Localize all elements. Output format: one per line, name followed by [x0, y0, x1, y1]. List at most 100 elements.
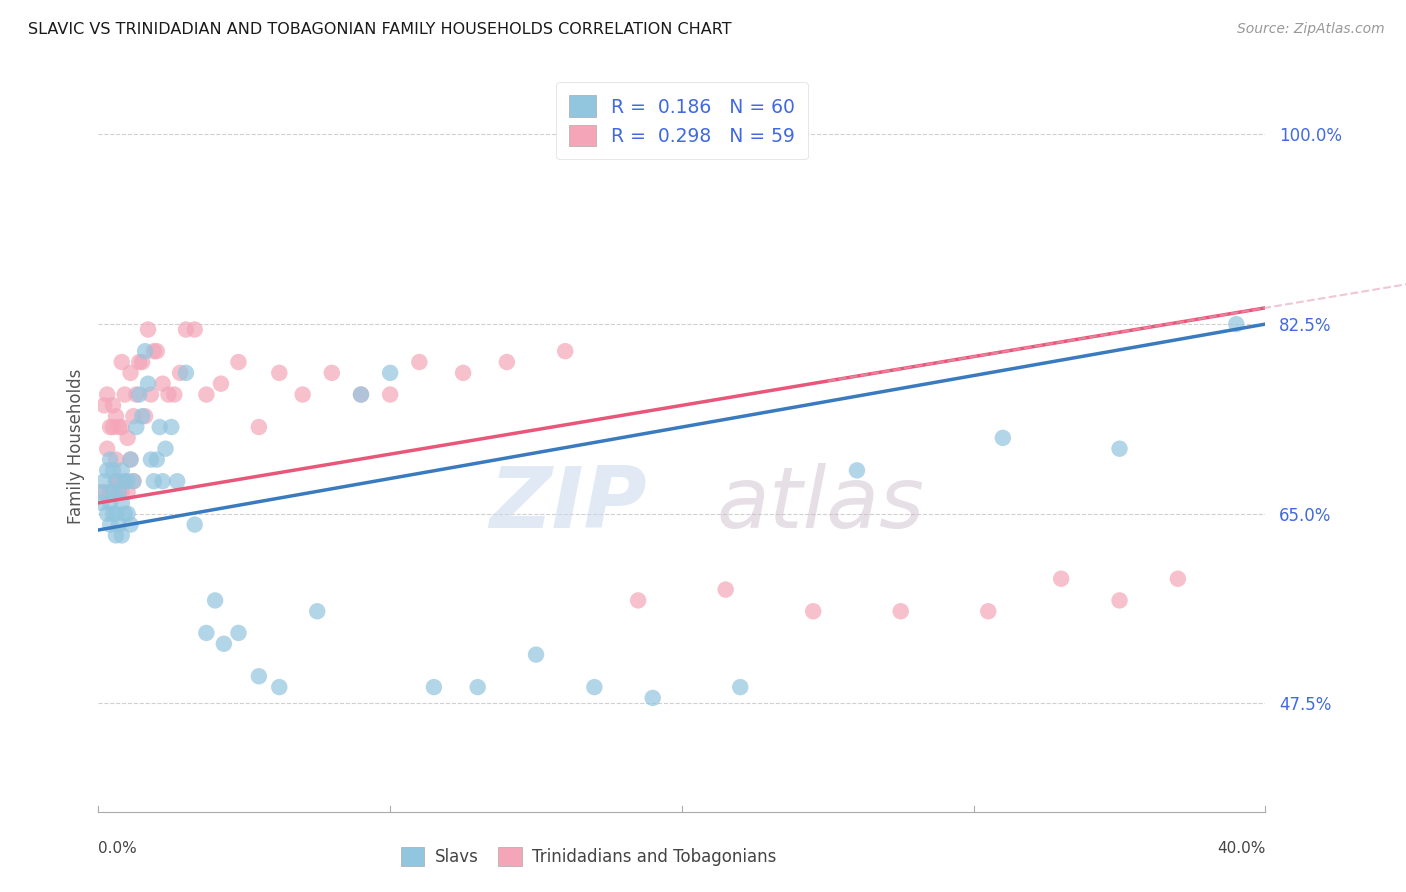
Point	[104, 528, 127, 542]
Point	[291, 387, 314, 401]
Point	[136, 376, 159, 391]
Point	[117, 507, 139, 521]
Point	[98, 496, 121, 510]
Point	[378, 366, 402, 380]
Point	[93, 474, 115, 488]
Legend: Slavs, Trinidadians and Tobagonians: Slavs, Trinidadians and Tobagonians	[395, 840, 783, 873]
Point	[269, 366, 291, 380]
Point	[378, 387, 402, 401]
Point	[408, 355, 430, 369]
Point	[104, 474, 127, 488]
Point	[166, 474, 188, 488]
Point	[801, 604, 824, 618]
Point	[93, 485, 115, 500]
Point	[155, 442, 177, 456]
Point	[247, 669, 270, 683]
Point	[307, 604, 329, 618]
Point	[111, 485, 134, 500]
Point	[209, 376, 232, 391]
Point	[120, 366, 142, 380]
Point	[125, 387, 148, 401]
Point	[524, 648, 547, 662]
Point	[108, 420, 131, 434]
Point	[142, 474, 165, 488]
Text: 0.0%: 0.0%	[98, 841, 138, 856]
Point	[117, 474, 139, 488]
Point	[114, 474, 136, 488]
Point	[139, 452, 162, 467]
Point	[114, 474, 136, 488]
Point	[98, 420, 121, 434]
Point	[98, 452, 121, 467]
Text: Source: ZipAtlas.com: Source: ZipAtlas.com	[1237, 22, 1385, 37]
Point	[122, 409, 145, 424]
Point	[183, 517, 205, 532]
Point	[101, 420, 124, 434]
Point	[163, 387, 186, 401]
Point	[122, 474, 145, 488]
Point	[122, 474, 145, 488]
Point	[101, 507, 124, 521]
Point	[125, 420, 148, 434]
Point	[174, 366, 197, 380]
Point	[146, 452, 169, 467]
Point	[269, 680, 291, 694]
Point	[101, 463, 124, 477]
Point	[149, 420, 172, 434]
Point	[228, 626, 250, 640]
Point	[991, 431, 1014, 445]
Point	[423, 680, 446, 694]
Point	[108, 517, 131, 532]
Point	[120, 452, 142, 467]
Point	[128, 387, 150, 401]
Point	[641, 690, 664, 705]
Point	[104, 507, 127, 521]
Point	[108, 474, 131, 488]
Point	[321, 366, 343, 380]
Point	[120, 452, 142, 467]
Point	[169, 366, 191, 380]
Point	[1167, 572, 1189, 586]
Text: ZIP: ZIP	[489, 463, 647, 546]
Point	[977, 604, 1000, 618]
Point	[1225, 317, 1247, 331]
Point	[890, 604, 912, 618]
Point	[96, 387, 118, 401]
Text: SLAVIC VS TRINIDADIAN AND TOBAGONIAN FAMILY HOUSEHOLDS CORRELATION CHART: SLAVIC VS TRINIDADIAN AND TOBAGONIAN FAM…	[28, 22, 731, 37]
Point	[228, 355, 250, 369]
Point	[845, 463, 868, 477]
Point	[104, 452, 127, 467]
Point	[111, 463, 134, 477]
Point	[134, 409, 156, 424]
Point	[90, 496, 112, 510]
Point	[120, 517, 142, 532]
Point	[98, 485, 121, 500]
Point	[1108, 442, 1130, 456]
Point	[96, 463, 118, 477]
Point	[467, 680, 489, 694]
Point	[96, 507, 118, 521]
Point	[174, 322, 197, 336]
Point	[98, 517, 121, 532]
Point	[183, 322, 205, 336]
Point	[152, 474, 174, 488]
Point	[160, 420, 183, 434]
Point	[212, 637, 235, 651]
Point	[1050, 572, 1073, 586]
Point	[131, 409, 153, 424]
Point	[142, 344, 165, 359]
Point	[96, 442, 118, 456]
Point	[554, 344, 576, 359]
Point	[350, 387, 373, 401]
Point	[90, 485, 112, 500]
Point	[146, 344, 169, 359]
Point	[627, 593, 650, 607]
Point	[195, 387, 218, 401]
Point	[1108, 593, 1130, 607]
Point	[93, 398, 115, 412]
Point	[247, 420, 270, 434]
Point	[134, 344, 156, 359]
Point	[714, 582, 737, 597]
Text: atlas: atlas	[717, 463, 925, 546]
Point	[111, 420, 134, 434]
